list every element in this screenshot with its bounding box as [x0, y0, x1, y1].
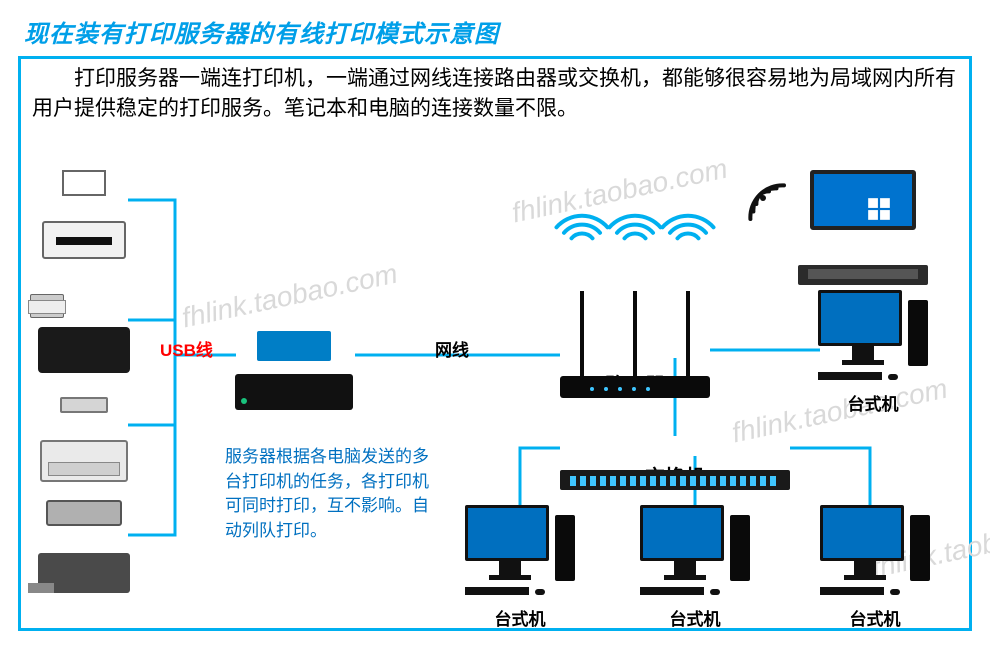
- desktop-2-label: 台式机: [640, 605, 750, 630]
- note-text: 服务器根据各电脑发送的多台打印机的任务，各打印机可同时打印，互不影响。自动列队打…: [225, 445, 435, 544]
- laptop: 笔记本: [798, 170, 928, 285]
- desktop-right-label: 台式机: [818, 390, 928, 415]
- printer-2: 打印机2: [38, 290, 130, 373]
- desktop-icon: [465, 505, 575, 601]
- desktop-2: 台式机: [640, 505, 750, 630]
- desktop-1-label: 台式机: [465, 605, 575, 630]
- net-cable-label: 网线: [435, 336, 469, 361]
- printer-icon: [38, 170, 130, 230]
- printer-icon: [38, 500, 130, 564]
- switch: 交换机: [560, 435, 790, 490]
- printer-icon: [38, 395, 130, 453]
- printer-icon: [38, 290, 130, 344]
- print-server: 打印服务器: [235, 335, 353, 410]
- desktop-icon: [820, 505, 930, 601]
- laptop-icon: [798, 170, 928, 256]
- printer-4: 打印机4: [38, 500, 130, 593]
- description-text: 打印服务器一端连打印机，一端通过网线连接路由器或交换机，都能够很容易地为局域网内…: [32, 64, 962, 125]
- switch-icon: [560, 435, 790, 457]
- printer-3: 打印机3: [38, 395, 130, 482]
- usb-cable-label: USB线: [160, 336, 213, 361]
- page-title: 现在装有打印服务器的有线打印模式示意图: [24, 14, 499, 49]
- desktop-icon: [818, 290, 928, 386]
- printer-1: 打印机1: [38, 170, 130, 259]
- desktop-icon: [640, 505, 750, 601]
- server-icon: [235, 335, 353, 377]
- router-icon: [560, 335, 710, 365]
- desktop-3: 台式机: [820, 505, 930, 630]
- router: 路由器: [560, 335, 710, 398]
- desktop-1: 台式机: [465, 505, 575, 630]
- desktop-right: 台式机: [818, 290, 928, 415]
- desktop-3-label: 台式机: [820, 605, 930, 630]
